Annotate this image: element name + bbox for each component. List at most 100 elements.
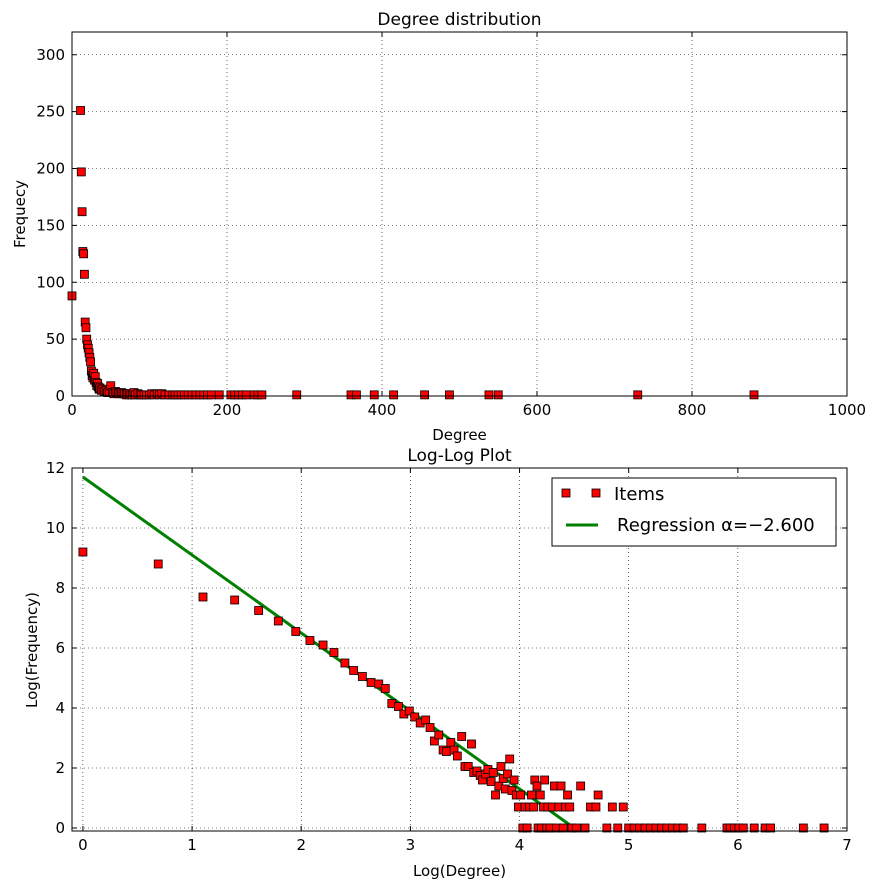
x-tick-label: 1 <box>187 836 197 854</box>
data-point <box>798 823 808 833</box>
data-point <box>389 390 399 400</box>
data-point <box>352 390 361 400</box>
data-point <box>618 802 628 812</box>
data-point <box>329 648 339 657</box>
data-point <box>86 357 95 367</box>
top-plot-frame <box>71 31 848 397</box>
x-tick-label: 0 <box>78 836 88 854</box>
x-tick-label: 7 <box>842 836 852 854</box>
data-point <box>529 802 539 812</box>
data-point <box>580 823 590 833</box>
data-point <box>241 390 251 400</box>
data-point <box>486 777 496 786</box>
data-point <box>738 823 748 833</box>
data-point <box>819 823 829 833</box>
y-tick-label: 250 <box>36 103 65 121</box>
data-point <box>565 802 575 812</box>
data-point <box>254 606 264 615</box>
data-point <box>76 167 86 177</box>
data-point <box>78 547 88 557</box>
y-tick-label: 6 <box>55 639 65 657</box>
data-point <box>349 666 359 675</box>
data-point <box>357 672 367 681</box>
x-tick-label: 5 <box>624 836 634 854</box>
y-tick-label: 12 <box>46 459 65 477</box>
data-point <box>257 390 267 400</box>
data-point <box>678 823 688 833</box>
data-point <box>532 781 542 791</box>
data-point <box>292 390 302 400</box>
data-point <box>380 684 390 693</box>
data-point <box>535 790 545 800</box>
data-point <box>749 823 759 833</box>
data-point <box>393 702 403 711</box>
data-point <box>452 751 462 761</box>
data-point <box>496 762 506 771</box>
data-point <box>522 823 532 833</box>
bottom-points <box>78 547 829 833</box>
y-tick-label: 10 <box>46 519 65 537</box>
data-point <box>484 390 494 400</box>
data-point <box>493 390 503 400</box>
data-point <box>633 390 643 400</box>
data-point <box>527 790 536 800</box>
degree-distribution-panel: 0 200 400 600 800 1000 0 50 100 150 200 250 300 Degr… <box>11 10 866 444</box>
data-point <box>602 823 612 833</box>
data-point <box>434 730 444 740</box>
data-point <box>230 595 240 605</box>
data-point <box>607 802 617 812</box>
x-tick-label: 800 <box>678 401 707 419</box>
data-point <box>556 781 566 791</box>
x-tick-label: 600 <box>523 401 552 419</box>
data-point <box>305 636 315 645</box>
data-point <box>79 249 89 259</box>
x-tick-label: 2 <box>296 836 306 854</box>
data-point <box>340 658 350 668</box>
x-tick-label: 4 <box>515 836 525 854</box>
y-tick-label: 2 <box>55 759 65 777</box>
data-point <box>491 790 500 800</box>
data-point <box>766 823 775 833</box>
data-point <box>571 823 581 833</box>
legend-regression-label: Regression α=−2.600 <box>617 515 815 536</box>
data-point <box>749 390 759 400</box>
data-point <box>503 769 512 779</box>
data-point <box>410 712 420 722</box>
data-point <box>457 732 467 741</box>
y-tick-label: 150 <box>36 216 65 234</box>
data-point <box>153 559 163 569</box>
data-point <box>404 706 414 716</box>
data-point <box>516 790 526 800</box>
data-point <box>591 802 601 812</box>
x-tick-label: 1000 <box>828 401 866 419</box>
y-tick-label: 50 <box>46 330 65 348</box>
data-point <box>80 269 89 279</box>
y-tick-label: 100 <box>36 273 65 291</box>
bottom-plot-frame <box>71 467 848 832</box>
top-points <box>67 106 759 400</box>
top-y-axis-label: Frequecy <box>11 180 29 248</box>
data-point <box>420 390 430 400</box>
bottom-y-axis-label: Log(Frequency) <box>23 592 41 708</box>
data-point <box>488 768 498 777</box>
data-point <box>445 390 454 400</box>
data-point <box>540 775 550 785</box>
data-point <box>446 738 456 747</box>
legend-items-label: Items <box>614 484 664 505</box>
data-point <box>76 106 85 115</box>
bottom-x-axis-label: Log(Degree) <box>413 862 506 880</box>
data-point <box>467 739 476 749</box>
data-point <box>366 678 376 687</box>
top-grid <box>71 32 848 397</box>
data-point <box>697 823 707 833</box>
legend-items-marker-right <box>591 488 601 498</box>
data-point <box>207 390 216 400</box>
data-point <box>425 723 435 732</box>
legend: Items Regression α=−2.600 <box>551 477 837 547</box>
y-tick-label: 300 <box>36 46 65 64</box>
top-x-axis-label: Degree <box>432 426 487 444</box>
x-tick-label: 400 <box>368 401 397 419</box>
data-point <box>273 616 283 626</box>
